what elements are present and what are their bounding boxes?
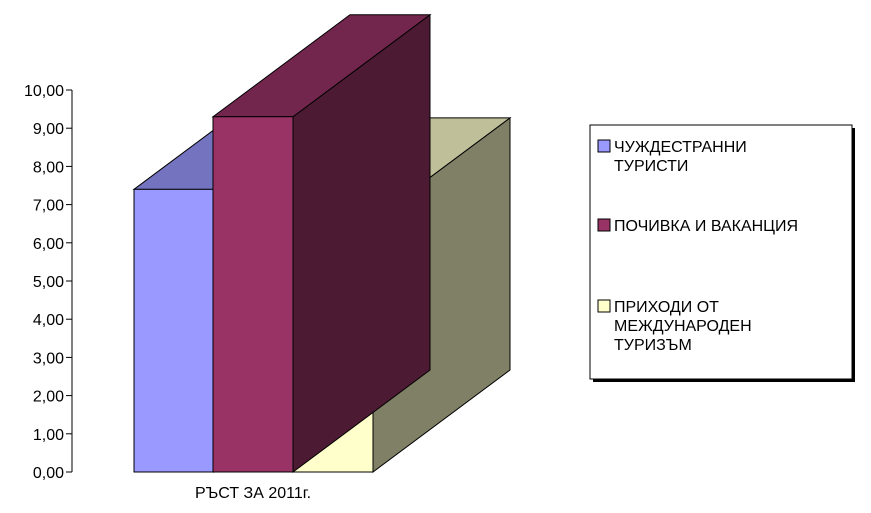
legend-label: ПРИХОДИ ОТ МЕЖДУНАРОДЕН ТУРИЗЪМ bbox=[614, 299, 752, 354]
y-axis: 0,00 1,00 2,00 3,00 4,00 5,00 6,00 7,00 8,00 9,00… bbox=[24, 83, 73, 482]
y-tick-label: 8,00 bbox=[33, 159, 64, 176]
x-axis-labels: РЪСТ ЗА 2011г. bbox=[195, 485, 311, 502]
y-tick-label: 5,00 bbox=[33, 274, 64, 291]
legend: ЧУЖДЕСТРАННИ ТУРИСТИ ПОЧИВКА И ВАКАНЦИЯ ПРИ… bbox=[589, 124, 855, 382]
legend-swatch bbox=[597, 218, 611, 232]
legend-swatch bbox=[597, 139, 611, 153]
y-tick-label: 10,00 bbox=[24, 83, 64, 100]
bar-front bbox=[133, 188, 215, 473]
y-tick-label: 9,00 bbox=[33, 121, 64, 138]
y-tick-label: 1,00 bbox=[33, 427, 64, 444]
bar-series-2 bbox=[211, 13, 432, 473]
legend-swatch bbox=[597, 299, 611, 313]
bars bbox=[132, 13, 512, 473]
legend-label: ПОЧИВКА И ВАКАНЦИЯ bbox=[614, 218, 798, 235]
legend-label: ЧУЖДЕСТРАННИ ТУРИСТИ bbox=[614, 139, 747, 175]
y-tick-label: 3,00 bbox=[33, 350, 64, 367]
y-tick-label: 6,00 bbox=[33, 236, 64, 253]
legend-box bbox=[589, 124, 853, 380]
legend-item-1: ЧУЖДЕСТРАННИ ТУРИСТИ bbox=[597, 139, 747, 175]
x-category-label: РЪСТ ЗА 2011г. bbox=[195, 485, 311, 502]
legend-item-3: ПРИХОДИ ОТ МЕЖДУНАРОДЕН ТУРИЗЪМ bbox=[597, 299, 752, 354]
y-tick-label: 7,00 bbox=[33, 198, 64, 215]
y-tick-label: 0,00 bbox=[33, 465, 64, 482]
bar-front bbox=[212, 116, 294, 473]
y-tick-label: 4,00 bbox=[33, 312, 64, 329]
y-tick-label: 2,00 bbox=[33, 389, 64, 406]
legend-item-2: ПОЧИВКА И ВАКАНЦИЯ bbox=[597, 218, 798, 235]
